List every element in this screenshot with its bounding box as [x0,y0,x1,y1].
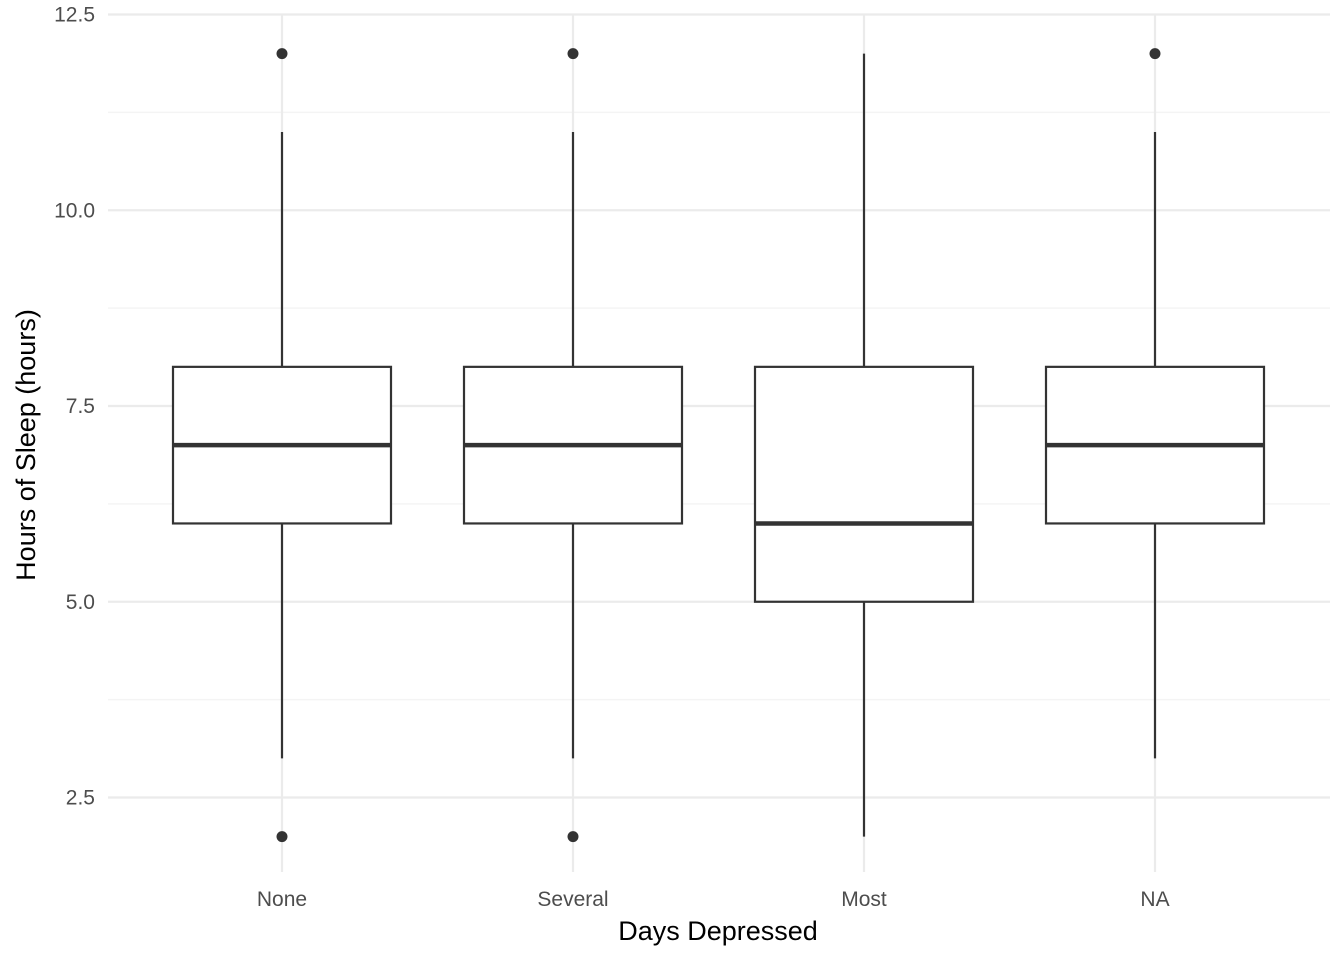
x-tick-label: None [257,888,307,911]
outlier-point [276,831,288,843]
boxes [171,48,1266,843]
box-most [753,53,975,837]
y-tick-label: 2.5 [66,787,95,810]
outlier-point [567,831,579,843]
outlier-point [567,48,579,60]
y-axis-title: Hours of Sleep (hours) [11,309,41,581]
box-na [1044,48,1266,759]
y-axis-ticks: 2.5 5.0 7.5 10.0 12.5 [54,4,95,810]
x-tick-label: NA [1140,888,1169,911]
y-tick-label: 12.5 [54,4,95,27]
iqr-box [753,365,975,603]
box-none [171,48,393,843]
x-tick-label: Several [537,888,608,911]
x-tick-label: Most [841,888,887,911]
x-axis-ticks: None Several Most NA [257,888,1170,911]
y-tick-label: 5.0 [66,591,95,614]
outlier-point [276,48,288,60]
outlier-point [1149,48,1161,60]
x-axis-title: Days Depressed [618,916,818,946]
y-tick-label: 10.0 [54,199,95,222]
box-several [462,48,684,843]
y-tick-label: 7.5 [66,395,95,418]
